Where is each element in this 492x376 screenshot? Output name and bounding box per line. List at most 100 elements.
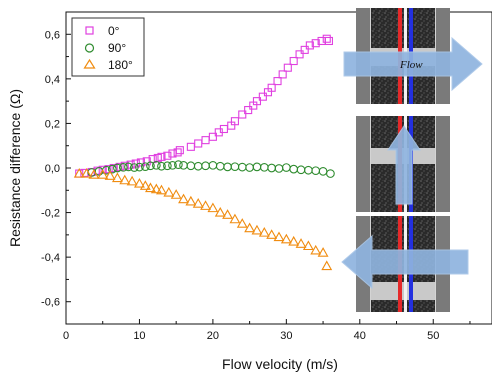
data-point xyxy=(193,161,203,171)
data-point xyxy=(151,160,161,170)
data-point xyxy=(258,92,267,101)
data-point xyxy=(201,136,210,145)
data-point xyxy=(120,161,129,170)
data-point xyxy=(168,160,177,170)
series-2 xyxy=(73,167,333,271)
data-point xyxy=(230,162,240,172)
data-point xyxy=(201,161,210,171)
data-point xyxy=(157,161,166,171)
data-point xyxy=(170,189,182,199)
data-point xyxy=(274,164,284,173)
data-point xyxy=(109,163,118,173)
series-1 xyxy=(87,160,335,178)
flow-arrow-right-icon xyxy=(343,36,483,92)
data-point xyxy=(115,162,124,171)
data-point xyxy=(81,167,93,178)
data-point xyxy=(322,34,331,43)
data-point xyxy=(214,206,226,217)
data-point xyxy=(267,83,276,92)
y-tick-label: -0,6 xyxy=(41,297,60,309)
data-point xyxy=(259,162,269,172)
data-point xyxy=(273,77,282,86)
data-point xyxy=(304,165,313,175)
data-point xyxy=(124,162,133,172)
data-point xyxy=(129,163,139,172)
data-point xyxy=(207,202,219,213)
data-point xyxy=(317,247,329,257)
data-point xyxy=(326,169,335,178)
legend-label-90deg: 90° xyxy=(108,41,126,55)
data-point xyxy=(104,170,116,180)
y-tick-label: 0,0 xyxy=(45,163,60,175)
data-point xyxy=(173,148,182,157)
data-point xyxy=(139,180,151,190)
data-point xyxy=(107,164,117,174)
data-point xyxy=(208,160,218,170)
legend-marker-90deg xyxy=(84,43,95,53)
data-point xyxy=(185,195,197,206)
data-point xyxy=(310,244,322,255)
data-point xyxy=(296,165,306,175)
data-point xyxy=(186,142,195,151)
series-0 xyxy=(75,34,333,178)
data-point xyxy=(273,231,285,242)
y-tick-label: 0,2 xyxy=(45,118,60,130)
data-point xyxy=(174,160,183,170)
series-layer xyxy=(73,34,335,271)
data-point xyxy=(175,146,184,155)
x-axis-label: Flow velocity (m/s) xyxy=(222,356,338,372)
data-point xyxy=(192,198,204,208)
data-point xyxy=(163,161,172,171)
x-tick-label: 10 xyxy=(133,330,145,342)
data-point xyxy=(73,167,85,178)
data-point xyxy=(146,161,155,171)
data-point xyxy=(145,182,156,193)
data-point xyxy=(305,41,314,50)
legend-marker-0deg xyxy=(85,26,94,35)
flow-arrow-up-icon xyxy=(387,125,421,205)
inset-panel-90deg xyxy=(356,116,450,212)
data-point xyxy=(244,222,256,233)
data-point xyxy=(236,218,248,228)
legend-marker-180deg xyxy=(83,58,96,69)
data-point xyxy=(140,162,150,172)
data-point xyxy=(295,50,304,59)
y-tick-label: 0,6 xyxy=(45,29,60,41)
x-tick-label: 50 xyxy=(427,330,439,342)
data-point xyxy=(97,169,109,179)
x-tick-label: 0 xyxy=(63,330,69,342)
data-point xyxy=(186,161,196,171)
y-axis-label: Resistance difference (Ω) xyxy=(7,89,23,247)
data-point xyxy=(200,200,211,210)
data-point xyxy=(267,163,277,173)
inset-panel-0deg: Flow xyxy=(343,8,483,104)
data-point xyxy=(318,166,328,176)
legend-label-180deg: 180° xyxy=(108,58,133,72)
data-point xyxy=(111,172,123,183)
x-tick-label: 30 xyxy=(280,330,292,342)
data-point xyxy=(156,184,167,195)
data-point xyxy=(178,193,189,204)
data-point xyxy=(215,161,225,171)
data-point xyxy=(113,163,122,173)
data-point xyxy=(278,70,287,79)
data-point xyxy=(281,163,291,172)
data-point xyxy=(179,160,188,170)
data-point xyxy=(237,162,247,172)
y-tick-label: -0,2 xyxy=(41,208,60,220)
data-point xyxy=(311,166,321,176)
data-point xyxy=(194,139,203,148)
data-point xyxy=(229,213,241,224)
data-point xyxy=(283,63,292,72)
data-point xyxy=(311,39,320,48)
data-point xyxy=(289,164,299,174)
data-point xyxy=(289,56,298,66)
data-point xyxy=(119,174,131,185)
x-tick-label: 20 xyxy=(207,330,219,342)
data-point xyxy=(238,110,247,119)
data-point xyxy=(222,209,234,219)
data-point xyxy=(258,227,270,237)
data-point xyxy=(302,240,314,251)
data-point xyxy=(251,224,263,235)
